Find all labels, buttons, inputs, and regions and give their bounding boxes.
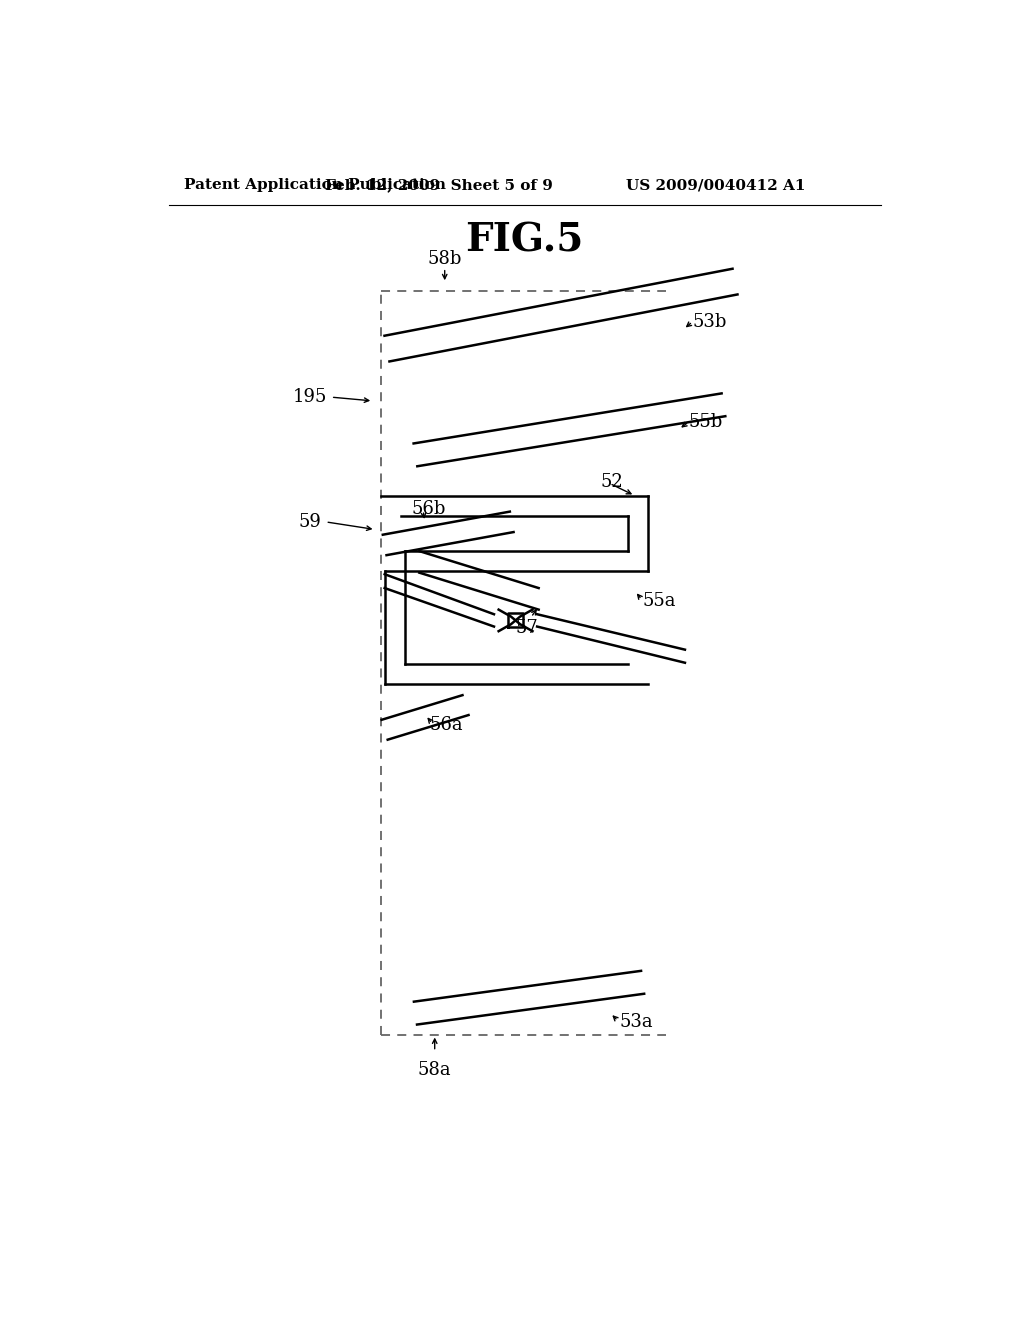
Text: FIG.5: FIG.5	[466, 222, 584, 260]
Text: 57: 57	[516, 619, 539, 636]
Text: 195: 195	[293, 388, 327, 407]
Text: Feb. 12, 2009  Sheet 5 of 9: Feb. 12, 2009 Sheet 5 of 9	[325, 178, 553, 193]
Text: 58b: 58b	[428, 249, 462, 268]
Text: 52: 52	[600, 473, 623, 491]
Text: 56a: 56a	[429, 717, 463, 734]
Text: 53b: 53b	[692, 313, 727, 330]
Text: 56b: 56b	[412, 500, 446, 517]
Text: Patent Application Publication: Patent Application Publication	[184, 178, 446, 193]
Text: US 2009/0040412 A1: US 2009/0040412 A1	[626, 178, 806, 193]
Text: 58a: 58a	[418, 1061, 452, 1078]
Text: 53a: 53a	[620, 1014, 653, 1031]
Text: 55b: 55b	[689, 413, 723, 430]
Text: 59: 59	[299, 513, 322, 531]
Text: 55a: 55a	[643, 593, 676, 610]
